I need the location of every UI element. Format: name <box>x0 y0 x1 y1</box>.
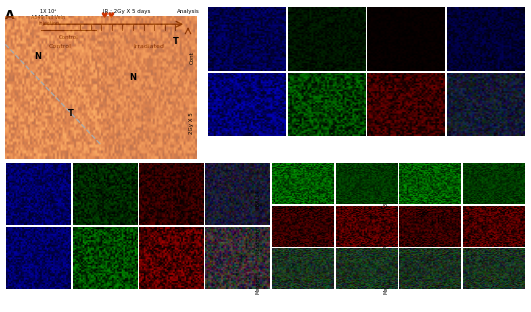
Text: N-cadherin: N-cadherin <box>255 228 261 255</box>
Text: Cont: Cont <box>190 51 194 64</box>
Text: C: C <box>5 165 14 178</box>
Text: N: N <box>34 52 41 61</box>
Text: Twist: Twist <box>318 15 335 21</box>
Text: 2Gy X 5: 2Gy X 5 <box>354 169 379 174</box>
Text: 1X 10⁶
A549 Tail Vein
injection: 1X 10⁶ A549 Tail Vein injection <box>31 9 66 26</box>
Text: 2Gy X 5: 2Gy X 5 <box>190 112 194 134</box>
Text: ♥♥: ♥♥ <box>100 11 115 20</box>
Text: Control: Control <box>58 35 78 40</box>
Text: Control: Control <box>49 44 72 49</box>
Text: A: A <box>5 9 15 22</box>
Text: DAPI: DAPI <box>239 15 255 21</box>
Text: Lung tumor tissue: Lung tumor tissue <box>0 79 2 129</box>
Text: Twist: Twist <box>162 168 180 174</box>
Text: Irradiated: Irradiated <box>133 44 164 49</box>
Text: Cont: Cont <box>423 169 438 174</box>
Text: Cont: Cont <box>295 169 310 174</box>
Text: DAPI: DAPI <box>30 168 47 174</box>
Text: Vimentin: Vimentin <box>383 231 388 253</box>
Text: N: N <box>130 73 136 82</box>
Text: 2Gy X 5: 2Gy X 5 <box>482 169 506 174</box>
Text: Analysis: Analysis <box>177 9 200 14</box>
Text: T: T <box>173 37 178 46</box>
Text: FBXL14: FBXL14 <box>92 168 118 174</box>
Text: Merged: Merged <box>473 15 499 21</box>
Text: IR : 2Gy X 5 days: IR : 2Gy X 5 days <box>104 9 151 14</box>
Text: Merged: Merged <box>255 275 261 294</box>
Text: IL6: IL6 <box>401 15 412 21</box>
Text: FBXL14: FBXL14 <box>383 190 388 208</box>
Text: Merged: Merged <box>225 168 251 174</box>
Text: T: T <box>67 109 73 118</box>
Text: B: B <box>207 9 217 22</box>
Text: D: D <box>271 165 281 178</box>
Text: Merged: Merged <box>383 275 388 294</box>
Text: FBXL14: FBXL14 <box>255 190 261 208</box>
